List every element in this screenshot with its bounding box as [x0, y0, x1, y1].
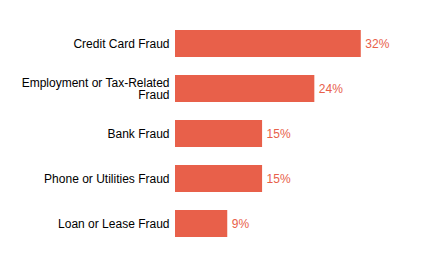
svg-text:32%: 32%: [365, 37, 389, 51]
svg-text:15%: 15%: [267, 172, 291, 186]
svg-text:Employment or Tax-RelatedFraud: Employment or Tax-RelatedFraud: [22, 76, 170, 102]
svg-text:Loan or Lease Fraud: Loan or Lease Fraud: [58, 217, 169, 231]
svg-text:Phone or Utilities Fraud: Phone or Utilities Fraud: [44, 172, 169, 186]
svg-text:15%: 15%: [267, 127, 291, 141]
svg-text:9%: 9%: [232, 217, 250, 231]
svg-text:Credit Card Fraud: Credit Card Fraud: [73, 37, 169, 51]
svg-text:24%: 24%: [319, 82, 343, 96]
svg-text:Bank Fraud: Bank Fraud: [107, 127, 169, 141]
